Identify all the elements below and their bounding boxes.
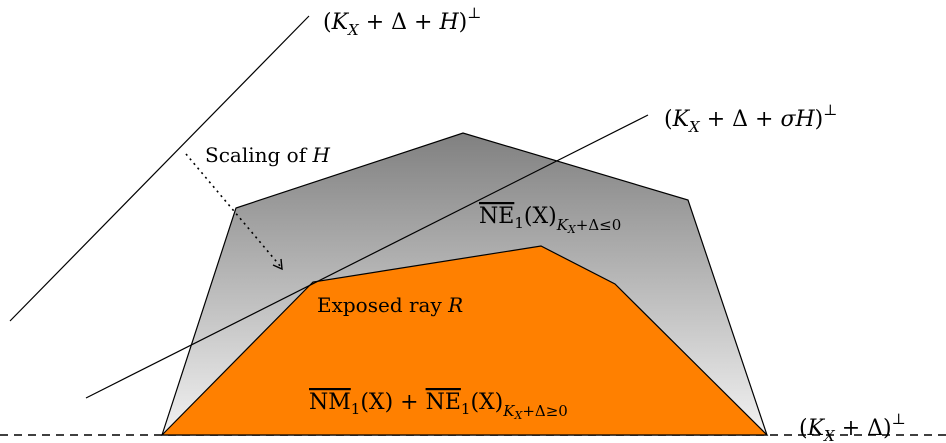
ge-zero-subscript: +Δ≥0 [522, 402, 568, 420]
one-subscript: 1 [461, 400, 471, 418]
x-subscript: X [688, 118, 701, 136]
h-symbol: H [438, 10, 459, 35]
one-subscript: 1 [514, 214, 524, 232]
x-argument: (X) [524, 204, 557, 229]
paren-close: ) [815, 107, 824, 132]
scaling-arrow-head [272, 258, 283, 271]
line-kx-delta-h [9, 15, 310, 322]
r-symbol: R [447, 293, 463, 317]
x-subscript: X [823, 427, 836, 443]
label-line-sigma: (KX + Δ + σH)⊥ [664, 101, 837, 136]
plus-sign: + [700, 107, 732, 132]
x-argument: (X) [470, 390, 503, 415]
k-subscript: K [556, 216, 569, 234]
one-subscript: 1 [351, 400, 361, 418]
plus-sign: + [393, 390, 425, 415]
orange-cone-region [160, 245, 769, 436]
label-exposed-ray: Exposed ray R [317, 293, 463, 317]
label-cone-positive: NM1(X) + NE1(X)KX+Δ≥0 [309, 390, 568, 422]
label-cone-negative: NE1(X)KX+Δ≤0 [479, 204, 621, 236]
perp-superscript: ⊥ [467, 4, 481, 22]
sigma-symbol: σ [780, 107, 796, 132]
x-subscript: X [347, 21, 360, 39]
ne-symbol: NE [426, 390, 461, 415]
x-sub-subscript: X [513, 409, 523, 422]
paren-open: ( [664, 107, 673, 132]
delta-symbol: Δ [732, 107, 748, 132]
plus-sign: + [359, 10, 391, 35]
label-line-base: (KX + Δ)⊥ [799, 410, 906, 443]
x-argument: (X) [360, 390, 393, 415]
line-kx-delta-sigma-h [85, 114, 649, 399]
delta-symbol: Δ [391, 10, 407, 35]
plus-sign: + [748, 107, 780, 132]
label-line-top: (KX + Δ + H)⊥ [323, 4, 481, 39]
perp-superscript: ⊥ [892, 410, 906, 428]
ne-symbol: NE [479, 204, 514, 229]
k-symbol: K [672, 107, 691, 132]
perp-superscript: ⊥ [823, 101, 837, 119]
x-sub-subscript: X [567, 223, 577, 236]
k-subscript: K [502, 402, 515, 420]
scaling-arrow-shaft [185, 153, 282, 268]
k-symbol: K [807, 416, 826, 441]
exposed-text: Exposed ray [317, 293, 448, 317]
plus-sign: + [407, 10, 439, 35]
label-scaling: Scaling of H [205, 143, 330, 167]
paren-open: ( [799, 416, 808, 441]
le-zero-subscript: +Δ≤0 [576, 216, 622, 234]
delta-symbol: Δ [867, 416, 883, 441]
plus-sign: + [835, 416, 867, 441]
k-symbol: K [331, 10, 350, 35]
scaling-text: Scaling of [205, 143, 312, 167]
nm-symbol: NM [309, 390, 351, 415]
h-symbol: H [311, 143, 330, 167]
h-symbol: H [794, 107, 815, 132]
paren-close: ) [459, 10, 468, 35]
paren-open: ( [323, 10, 332, 35]
paren-close: ) [883, 416, 892, 441]
